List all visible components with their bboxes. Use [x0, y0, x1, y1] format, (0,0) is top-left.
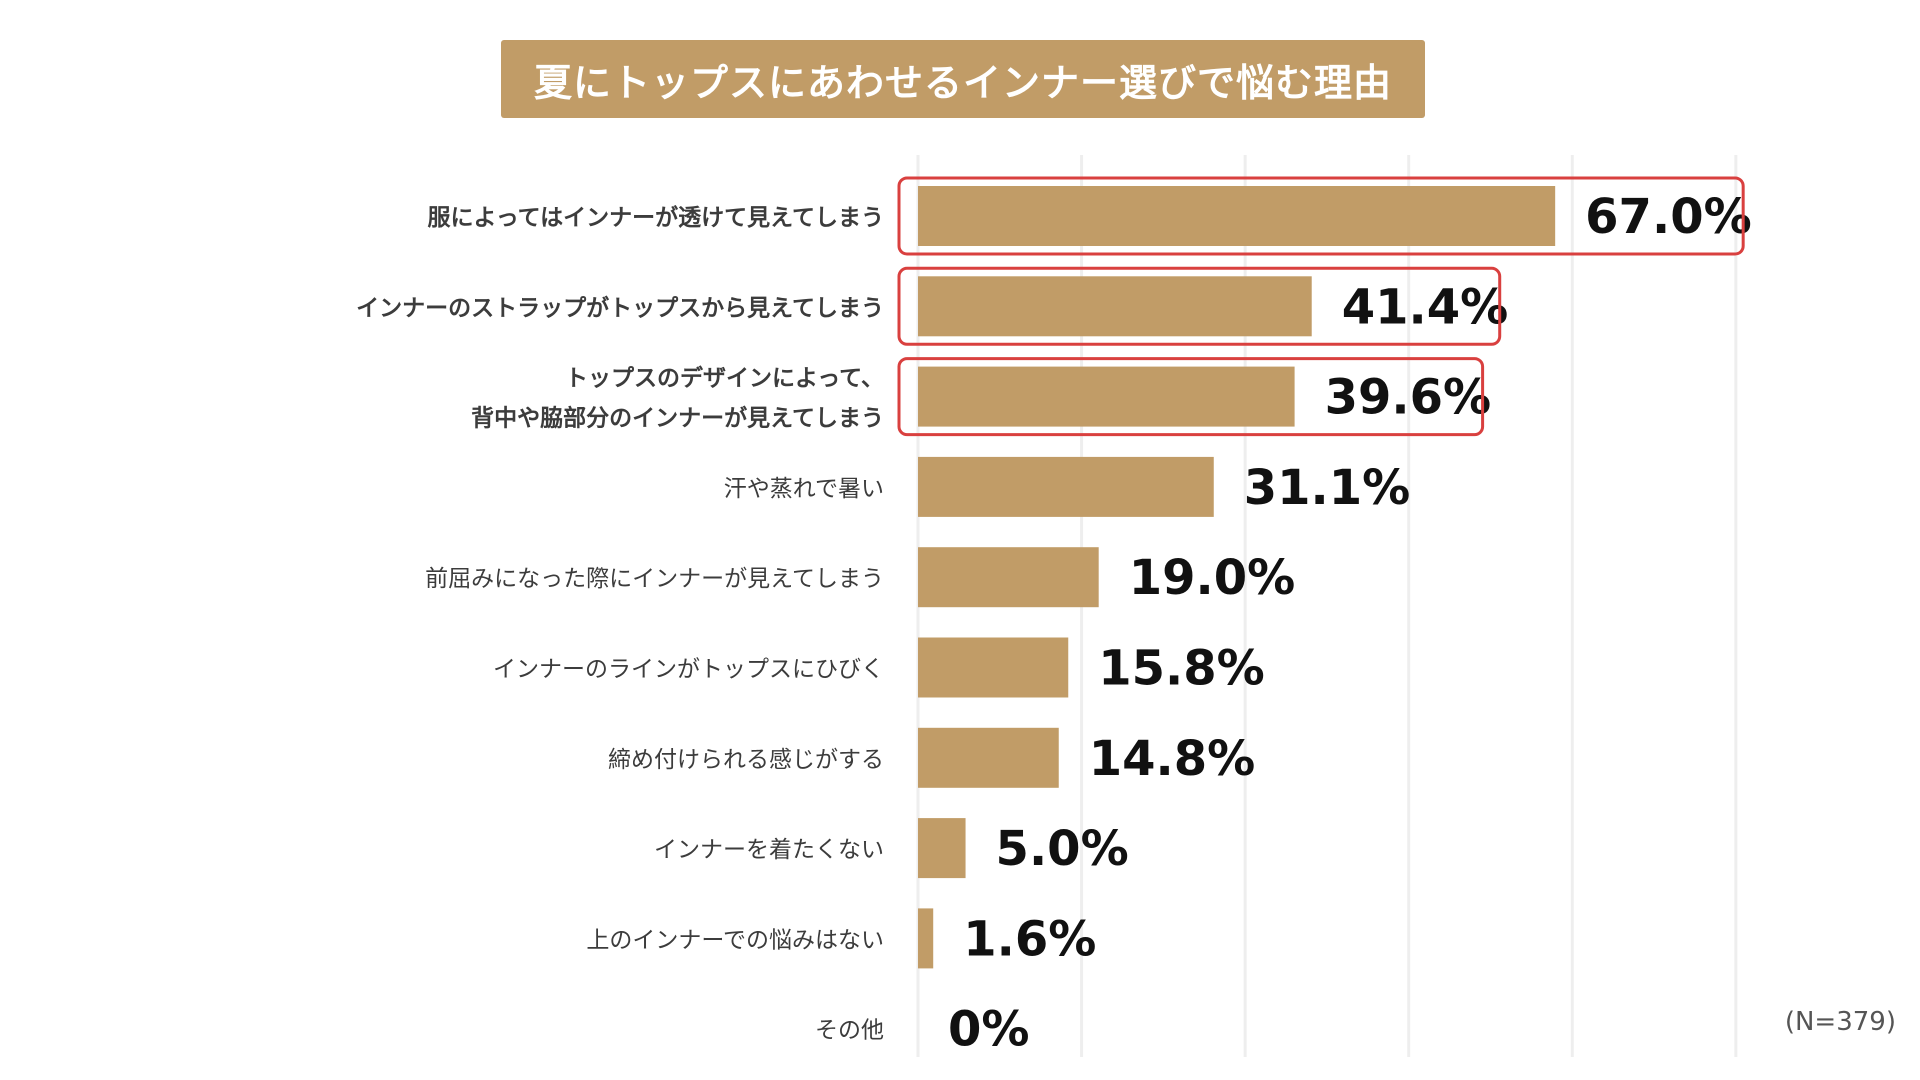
value-label: 0% — [948, 1002, 1030, 1058]
category-label: 背中や脇部分のインナーが見えてしまう — [471, 405, 884, 432]
bar — [918, 547, 1099, 608]
bar — [918, 456, 1214, 517]
highlight-frame — [897, 266, 1502, 346]
value-label: 15.8% — [1098, 641, 1265, 697]
value-label: 1.6% — [963, 911, 1096, 967]
bar — [918, 908, 934, 969]
category-label: 上のインナーでの悩みはない — [586, 927, 884, 953]
sample-size-note: (N=379) — [1784, 1007, 1896, 1037]
bar — [918, 637, 1069, 698]
category-label: 汗や蒸れで暑い — [724, 476, 884, 502]
highlight-frame — [897, 176, 1745, 256]
category-label: トップスのデザインによって、 — [565, 365, 884, 392]
value-label: 14.8% — [1089, 731, 1256, 787]
category-label: その他 — [815, 1018, 884, 1044]
bar — [918, 276, 1312, 337]
category-label: インナーを着たくない — [654, 837, 884, 863]
category-label: 前屈みになった際にインナーが見えてしまう — [425, 566, 884, 592]
value-label: 5.0% — [996, 821, 1129, 877]
category-label: インナーのストラップがトップスから見えてしまう — [356, 294, 884, 321]
bar — [918, 727, 1059, 788]
chart-title-banner: 夏にトップスにあわせるインナー選びで悩む理由 — [501, 40, 1425, 118]
value-label: 39.6% — [1325, 370, 1492, 426]
bar — [918, 818, 966, 879]
category-label: 締め付けられる感じがする — [608, 747, 884, 773]
value-label: 67.0% — [1585, 189, 1752, 245]
category-label: 服によってはインナーが透けて見えてしまう — [427, 204, 884, 231]
bar — [918, 186, 1556, 246]
value-label: 41.4% — [1342, 279, 1509, 335]
chart-title: 夏にトップスにあわせるインナー選びで悩む理由 — [533, 60, 1392, 105]
value-label: 19.0% — [1129, 550, 1296, 606]
bar — [918, 366, 1295, 427]
category-label: インナーのラインがトップスにひびく — [493, 657, 884, 683]
highlight-frame — [897, 357, 1485, 437]
value-label: 31.1% — [1244, 460, 1411, 516]
